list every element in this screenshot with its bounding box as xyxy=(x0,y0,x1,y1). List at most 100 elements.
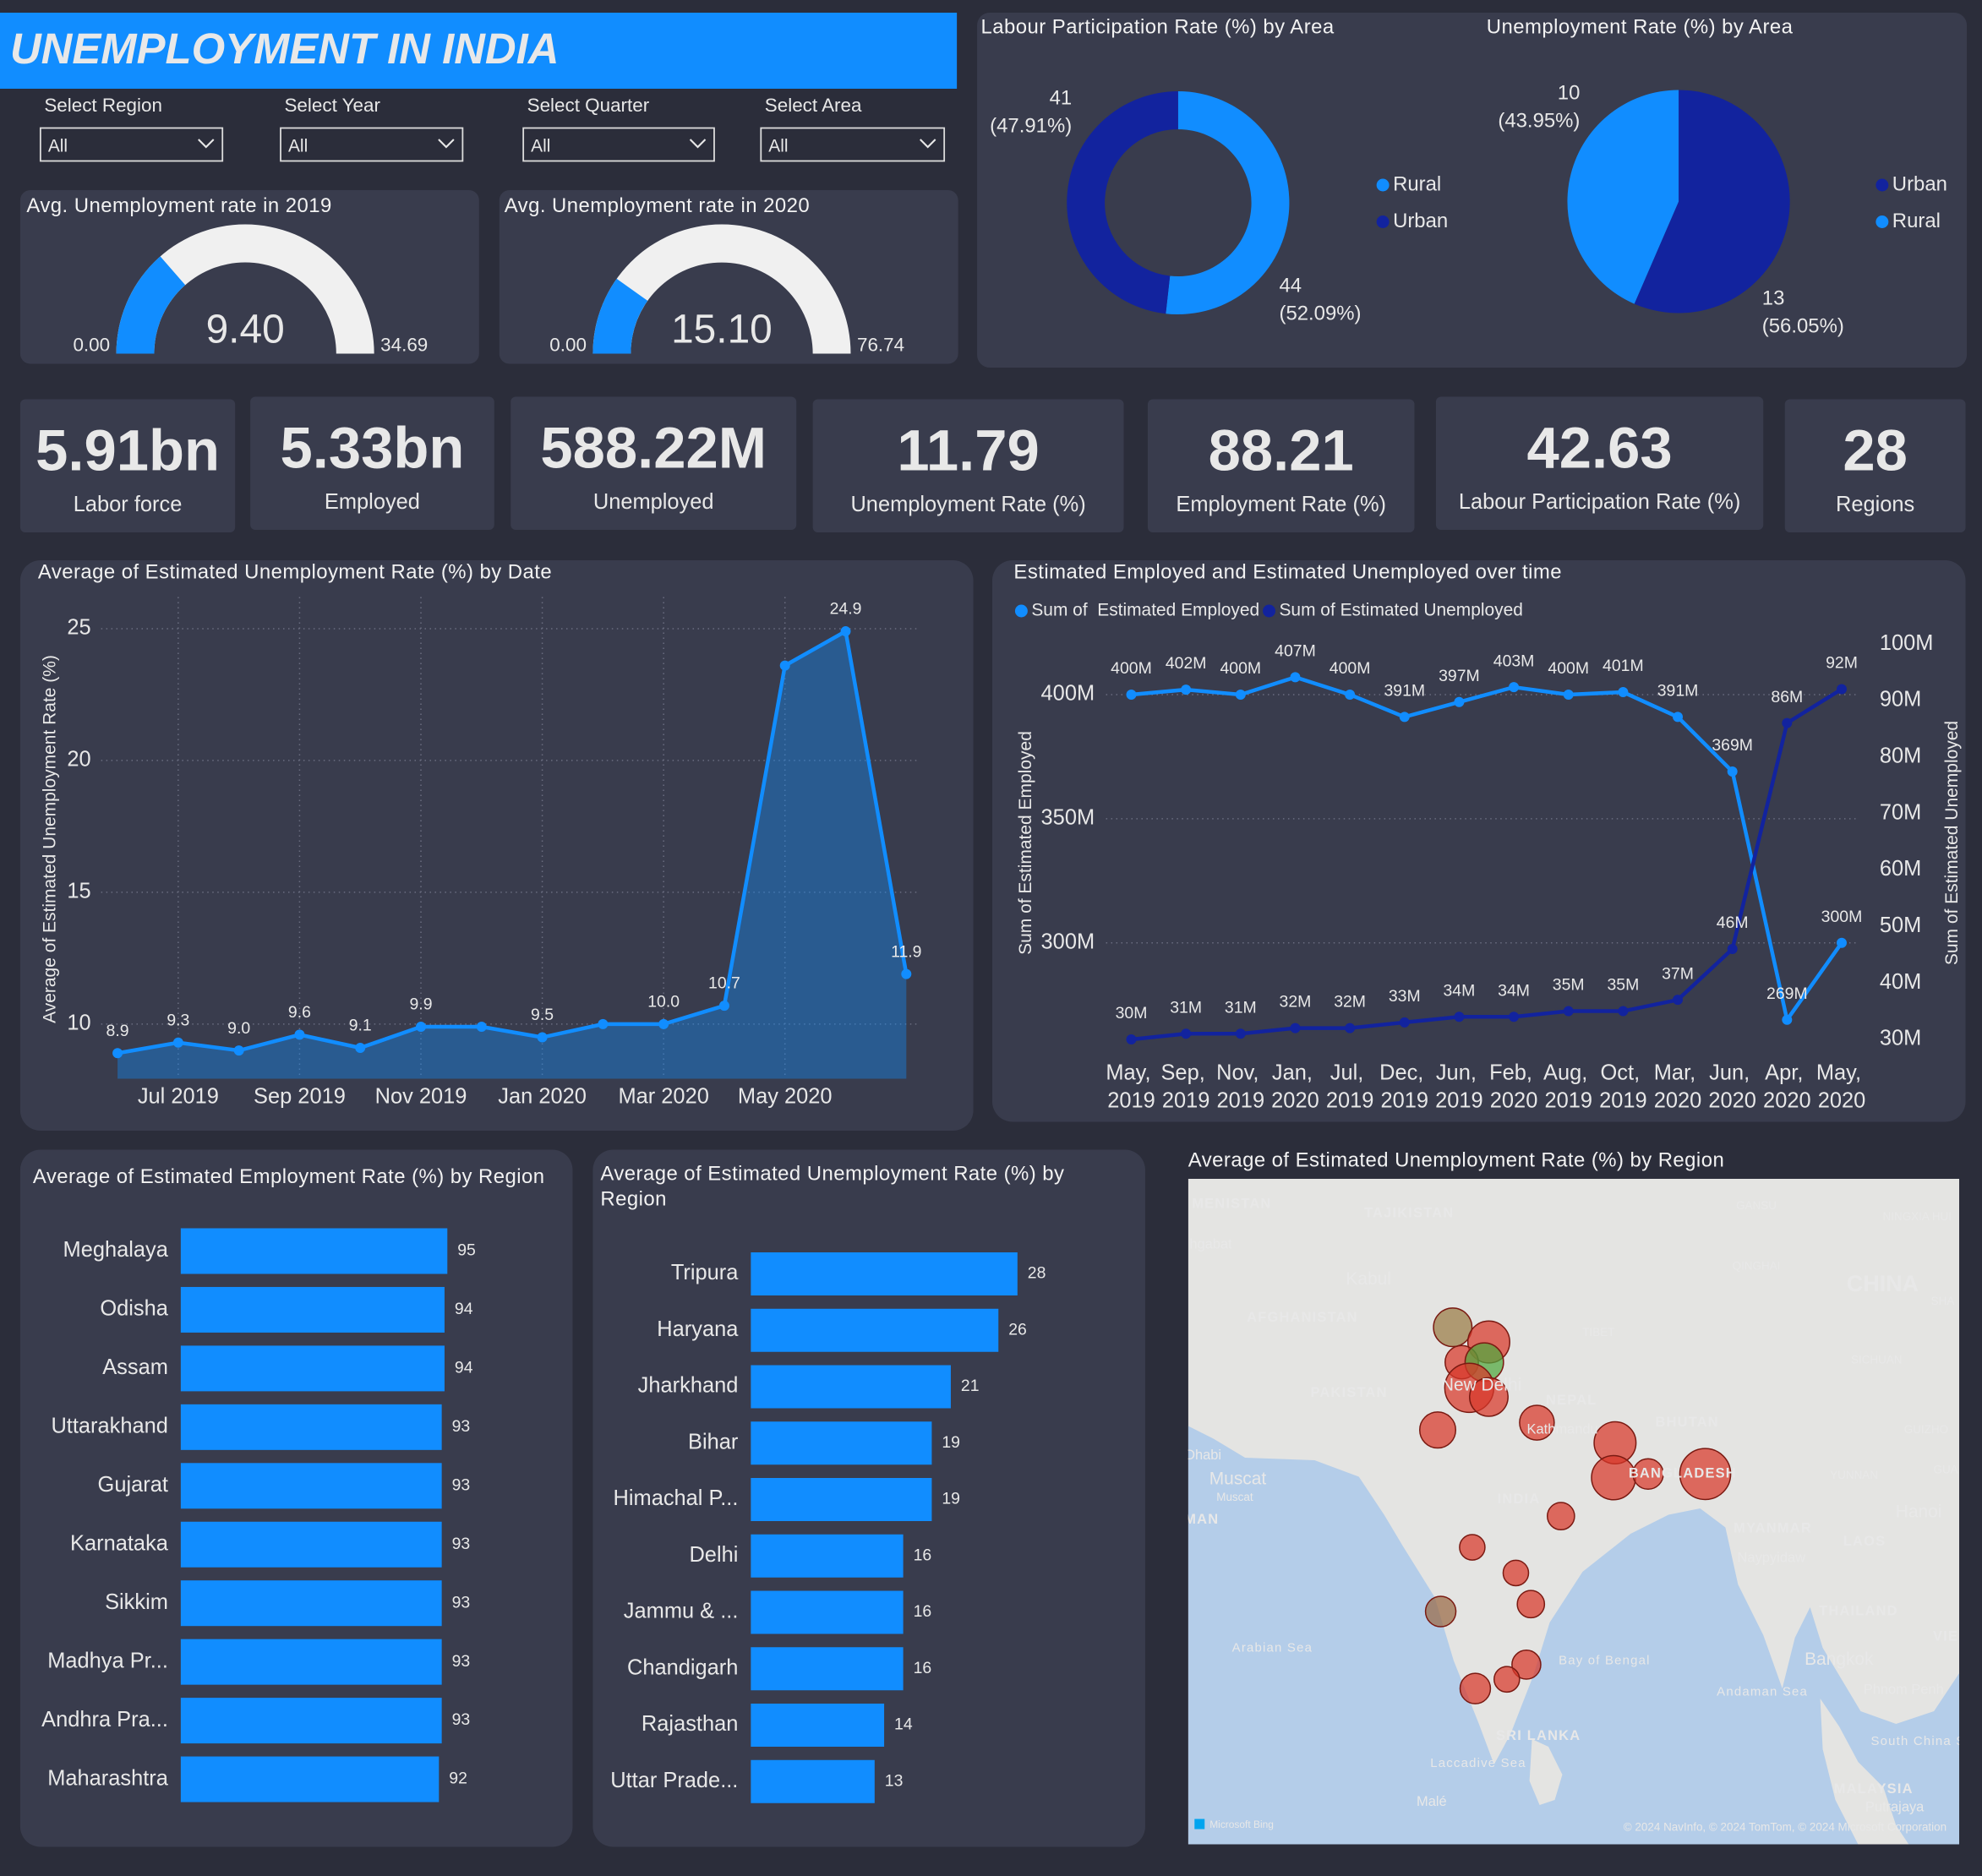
data-label: 92M xyxy=(1826,654,1858,673)
bubble xyxy=(1459,1534,1486,1561)
dropdown-chevron[interactable] xyxy=(198,139,215,149)
map-label: Muscat xyxy=(1209,1469,1267,1488)
kpi-label: Regions xyxy=(1836,493,1914,516)
data-label: 10.0 xyxy=(647,993,680,1012)
panel xyxy=(511,396,797,530)
data-label: 269M xyxy=(1766,984,1808,1003)
kpi-value: 28 xyxy=(1843,418,1908,483)
map-label: BANGLADESH xyxy=(1629,1466,1737,1481)
slice xyxy=(1166,91,1290,314)
point xyxy=(1509,682,1520,693)
point xyxy=(1454,1012,1465,1023)
category-label: Haryana xyxy=(657,1317,739,1341)
chart-title: Labour Participation Rate (%) by Area xyxy=(981,15,1335,38)
dropdown[interactable]: All xyxy=(522,127,715,162)
dropdown[interactable]: All xyxy=(280,127,464,162)
y2-tick-label: 50M xyxy=(1880,913,1921,937)
chart-title: Unemployment Rate (%) by Area xyxy=(1487,15,1794,38)
data-label: 31M xyxy=(1225,998,1257,1017)
dropdown-chevron[interactable] xyxy=(438,139,455,149)
chart-title: Average of Estimated Employment Rate (%)… xyxy=(33,1165,545,1188)
y-tick-label: 350M xyxy=(1041,806,1095,830)
bubble xyxy=(1493,1666,1521,1693)
filter-label: Select Year xyxy=(284,95,380,116)
dashboard-title: UNEMPLOYMENT IN INDIA xyxy=(10,25,560,73)
point xyxy=(1618,687,1629,698)
bubble xyxy=(1632,1458,1664,1491)
category-label: Rajasthan xyxy=(642,1712,738,1736)
bubble xyxy=(1502,1559,1530,1587)
bar xyxy=(751,1308,999,1352)
map-label: SRI LANKA xyxy=(1496,1728,1581,1743)
data-label: 26 xyxy=(1008,1320,1027,1339)
dropdown-box[interactable] xyxy=(280,127,464,162)
dropdown-value[interactable]: All xyxy=(531,137,550,156)
bing-logo xyxy=(1194,1819,1205,1830)
data-label: 93 xyxy=(452,1417,471,1436)
map-label: LAOS xyxy=(1843,1534,1886,1549)
dropdown-chevron[interactable] xyxy=(689,139,707,149)
point xyxy=(1126,689,1137,700)
dropdown-box[interactable] xyxy=(522,127,715,162)
category-label: Assam xyxy=(102,1355,168,1379)
data-label: 13 xyxy=(885,1771,904,1790)
kpi-value: 88.21 xyxy=(1209,418,1354,483)
y2-tick-label: 70M xyxy=(1880,800,1921,824)
category-label: Delhi xyxy=(689,1543,738,1567)
gauge-value-label: 9.40 xyxy=(206,308,285,352)
dropdown-value[interactable]: All xyxy=(288,137,308,156)
kpi-label: Unemployed xyxy=(593,490,714,514)
panel xyxy=(812,399,1124,532)
slice-percent-label: (52.09%) xyxy=(1279,302,1361,324)
map-label: GUIZHO xyxy=(1904,1423,1948,1436)
data-label: 10.7 xyxy=(708,974,740,993)
slice xyxy=(1567,90,1679,304)
y-axis-title: Sum of Estimated Employed xyxy=(1016,731,1035,955)
kpi-label: Employment Rate (%) xyxy=(1176,493,1386,516)
dropdown-box[interactable] xyxy=(760,127,946,162)
map-label: SICHUAN xyxy=(1851,1353,1903,1366)
header-bar xyxy=(0,13,958,89)
point xyxy=(598,1018,609,1029)
data-label: 37M xyxy=(1662,964,1694,983)
filter-label: Select Area xyxy=(765,95,862,116)
legend-marker xyxy=(1263,604,1275,618)
point xyxy=(476,1022,487,1033)
map-label: INDIA xyxy=(1498,1492,1541,1507)
category-label: Meghalaya xyxy=(63,1238,169,1262)
dropdown-value[interactable]: All xyxy=(48,137,68,156)
dropdown[interactable]: All xyxy=(760,127,946,162)
kpi-value: 42.63 xyxy=(1527,416,1673,481)
dropdown-value[interactable]: All xyxy=(768,137,788,156)
line xyxy=(1131,687,1843,1042)
x-tick-label: Aug, 2019 xyxy=(1543,1061,1593,1112)
data-label: 24.9 xyxy=(830,600,862,619)
point xyxy=(1399,712,1410,723)
category-label: Gujarat xyxy=(98,1473,168,1497)
point xyxy=(1563,1006,1574,1017)
y2-tick-label: 60M xyxy=(1880,857,1921,881)
map-label: Bay of Bengal xyxy=(1559,1653,1651,1667)
map-label: Dhabi xyxy=(1185,1448,1221,1463)
map-label: Putrajaya xyxy=(1865,1799,1925,1814)
point xyxy=(172,1037,183,1048)
point xyxy=(294,1029,305,1040)
map-label: AFGHANISTAN xyxy=(1247,1310,1358,1325)
bar xyxy=(751,1590,904,1634)
data-label: 28 xyxy=(1028,1264,1046,1283)
bar xyxy=(751,1534,904,1578)
dropdown[interactable]: All xyxy=(39,127,224,162)
slice-value-label: 13 xyxy=(1762,286,1785,309)
map-label: Arabian Sea xyxy=(1232,1640,1313,1655)
y2-tick-label: 30M xyxy=(1880,1027,1921,1050)
category-label: Chandigarh xyxy=(627,1655,738,1679)
dropdown-box[interactable] xyxy=(39,127,224,162)
map-label: hgabat xyxy=(1189,1236,1232,1252)
dropdown-chevron[interactable] xyxy=(920,139,936,149)
point xyxy=(1126,1033,1137,1044)
data-label: 21 xyxy=(961,1377,980,1395)
category-label: Sikkim xyxy=(105,1590,168,1614)
chart-title: Average of Estimated Unemployment Rate (… xyxy=(1188,1148,1724,1171)
data-label: 402M xyxy=(1166,654,1207,673)
map-label: NINGXIA HUI xyxy=(1883,1210,1952,1223)
